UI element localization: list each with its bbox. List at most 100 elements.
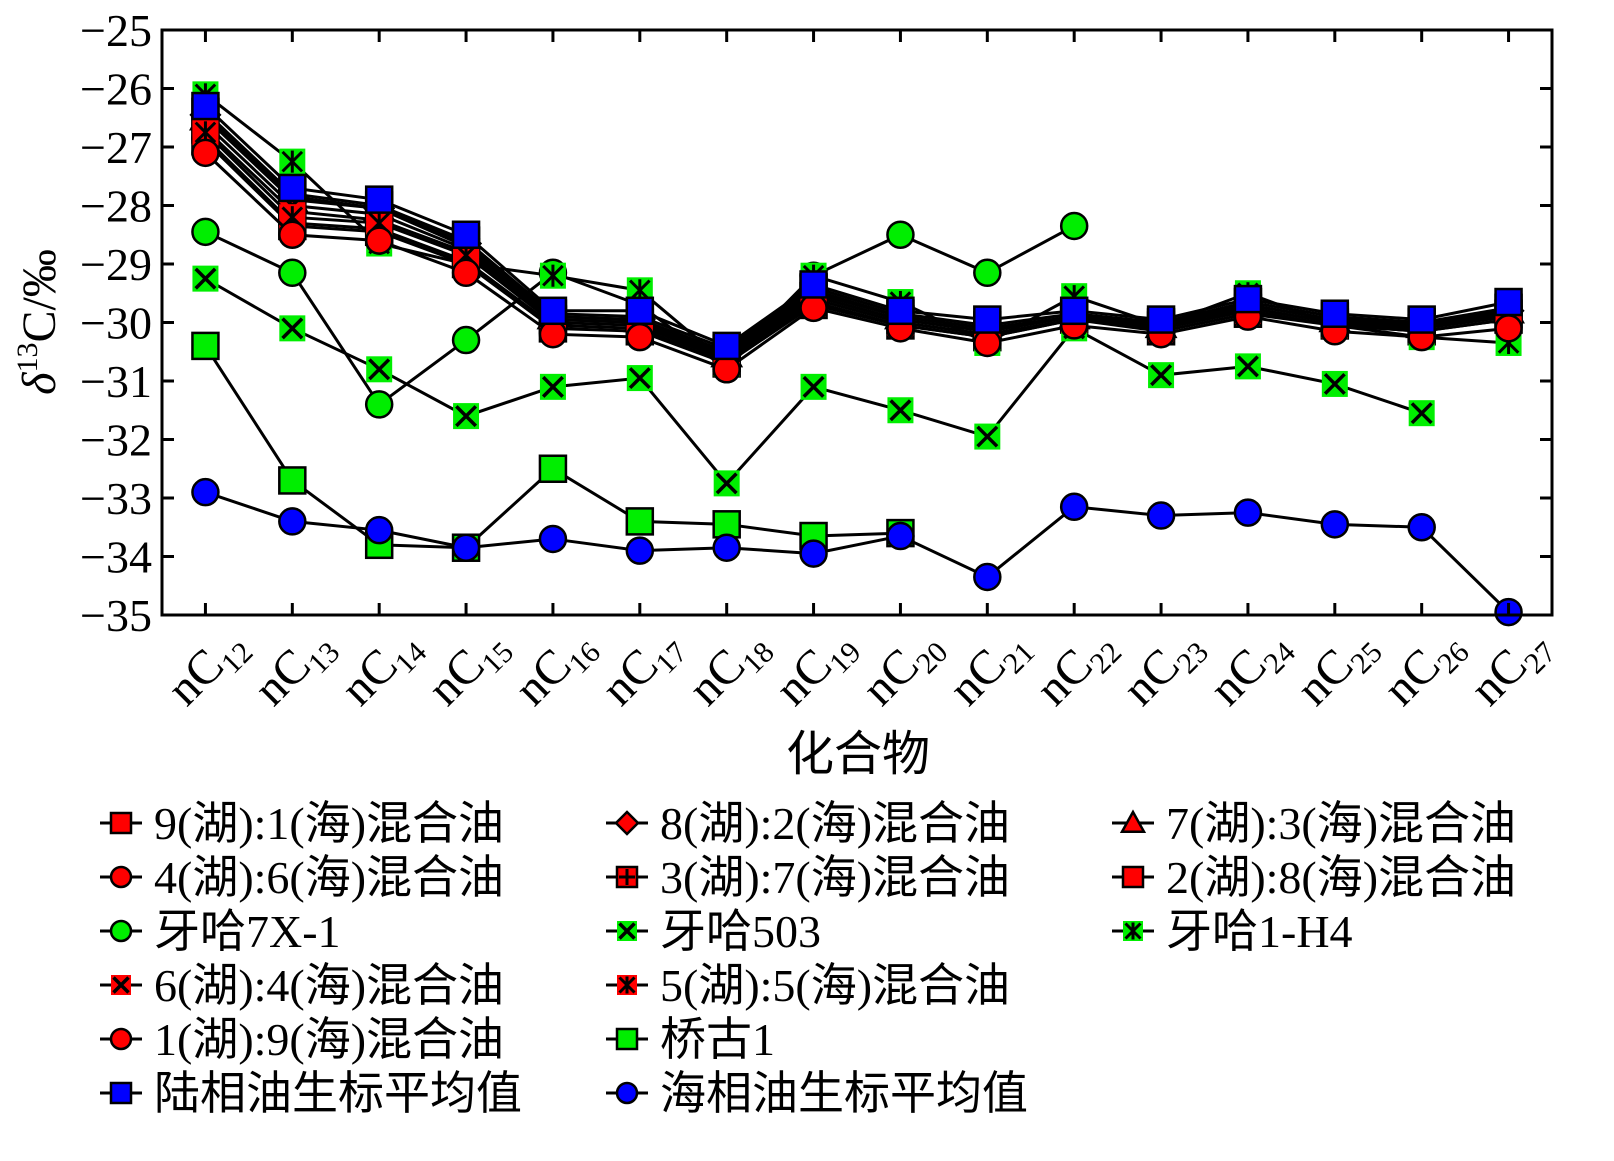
data-point: [1407, 513, 1436, 542]
legend-item: 牙哈503: [606, 906, 821, 957]
data-point: [278, 258, 307, 288]
legend-item: 4(湖):6(海)混合油: [100, 852, 504, 903]
y-tick-label: −29: [80, 239, 152, 290]
legend-label: 9(湖):1(海)混合油: [154, 798, 504, 849]
data-point: [453, 403, 480, 430]
data-point: [278, 507, 307, 536]
data-point: [538, 296, 568, 326]
data-point: [451, 533, 481, 562]
data-point: [366, 356, 393, 383]
x-tick-label: nC23: [1113, 617, 1216, 720]
y-tick-label: −35: [80, 590, 152, 641]
data-point: [799, 539, 828, 568]
data-point: [713, 470, 740, 497]
series-7: [192, 265, 1435, 497]
data-point: [1494, 287, 1523, 317]
data-point: [1408, 400, 1435, 427]
x-axis-title: 化合物: [786, 728, 930, 781]
data-point: [625, 296, 655, 326]
legend-label: 牙哈7X-1: [154, 906, 341, 957]
data-point: [1407, 305, 1436, 334]
legend-marker: [1121, 865, 1145, 889]
legend-label: 牙哈503: [660, 906, 821, 957]
x-tick-label: nC18: [678, 617, 781, 720]
data-point: [192, 265, 219, 292]
data-point: [1494, 314, 1523, 343]
y-tick-label: −34: [80, 532, 152, 583]
legend-label: 2(湖):8(海)混合油: [1166, 852, 1516, 903]
data-point: [712, 331, 741, 361]
legend-item: 陆相油生标平均值: [100, 1068, 522, 1119]
legend-label: 陆相油生标平均值: [154, 1068, 522, 1119]
legend-label: 牙哈1-H4: [1166, 906, 1353, 957]
legend-marker: [615, 1081, 639, 1105]
data-point: [1320, 510, 1350, 539]
x-tick-label: nC25: [1286, 617, 1389, 720]
legend-item: 海相油生标平均值: [606, 1068, 1028, 1119]
x-tick-label: nC16: [504, 617, 607, 720]
legend-item: 牙哈1-H4: [1112, 906, 1353, 957]
data-point: [279, 315, 306, 342]
legend-marker: [111, 975, 131, 995]
legend-marker: [109, 811, 133, 835]
legend-label: 海相油生标平均值: [660, 1068, 1028, 1119]
x-tick-label: nC13: [244, 617, 347, 720]
legend-label: 6(湖):4(海)混合油: [154, 960, 504, 1011]
series-line: [204, 131, 1509, 363]
data-point: [626, 365, 653, 392]
data-point: [1148, 362, 1175, 389]
data-point: [278, 220, 307, 249]
data-point: [712, 510, 741, 539]
legend-marker: [109, 1027, 133, 1051]
x-tick-label: nC21: [939, 617, 1042, 720]
series-line: [204, 104, 1509, 348]
legend-label: 1(湖):9(海)混合油: [154, 1014, 504, 1065]
x-tick-label: nC24: [1199, 617, 1302, 720]
legend-item: 9(湖):1(海)混合油: [100, 798, 504, 849]
legend-item: 6(湖):4(海)混合油: [100, 960, 504, 1011]
data-point: [886, 220, 915, 249]
legend: 9(湖):1(海)混合油 8(湖):2(海)混合油 7(湖):3(海)混合油 4(湖)…: [100, 798, 1516, 1119]
data-point: [539, 373, 566, 400]
y-tick-label: −28: [80, 181, 152, 232]
data-point: [364, 185, 394, 214]
data-point: [451, 220, 481, 249]
legend-item: 2(湖):8(海)混合油: [1112, 852, 1516, 903]
legend-item: 7(湖):3(海)混合油: [1112, 798, 1516, 849]
legend-marker: [615, 1027, 639, 1051]
legend-label: 8(湖):2(海)混合油: [660, 798, 1010, 849]
y-tick-label: −33: [80, 473, 152, 524]
x-tick-label: nC12: [157, 617, 260, 720]
x-tick-label: nC19: [765, 617, 868, 720]
y-tick-label: −27: [80, 122, 152, 173]
legend-marker: [617, 921, 637, 941]
data-point: [451, 325, 481, 355]
legend-label: 5(湖):5(海)混合油: [660, 960, 1010, 1011]
legend-item: 牙哈7X-1: [100, 906, 341, 957]
series-14: [191, 477, 1523, 627]
legend-item: 8(湖):2(海)混合油: [606, 798, 1010, 849]
legend-marker: [617, 975, 637, 995]
data-point: [191, 477, 220, 507]
data-point: [1059, 296, 1089, 326]
legend-marker: [109, 865, 133, 889]
legend-marker: [1119, 809, 1147, 834]
x-tick-label: nC15: [418, 617, 521, 720]
data-point: [625, 322, 655, 352]
data-point: [279, 148, 306, 175]
data-point: [1059, 492, 1089, 522]
data-point: [364, 515, 394, 545]
series-line: [204, 122, 1509, 360]
data-point: [191, 331, 220, 361]
data-point: [973, 562, 1002, 592]
series-line: [204, 93, 1509, 366]
x-tick-label: nC14: [331, 617, 434, 720]
y-axis-title: δ13C/‰: [11, 249, 66, 395]
data-point: [799, 293, 828, 323]
legend-label: 3(湖):7(海)混合油: [660, 852, 1010, 903]
x-tick-label: nC26: [1373, 617, 1476, 720]
legend-label: 7(湖):3(海)混合油: [1166, 798, 1516, 849]
data-point: [538, 454, 568, 483]
data-point: [364, 390, 394, 419]
data-point: [451, 258, 481, 288]
